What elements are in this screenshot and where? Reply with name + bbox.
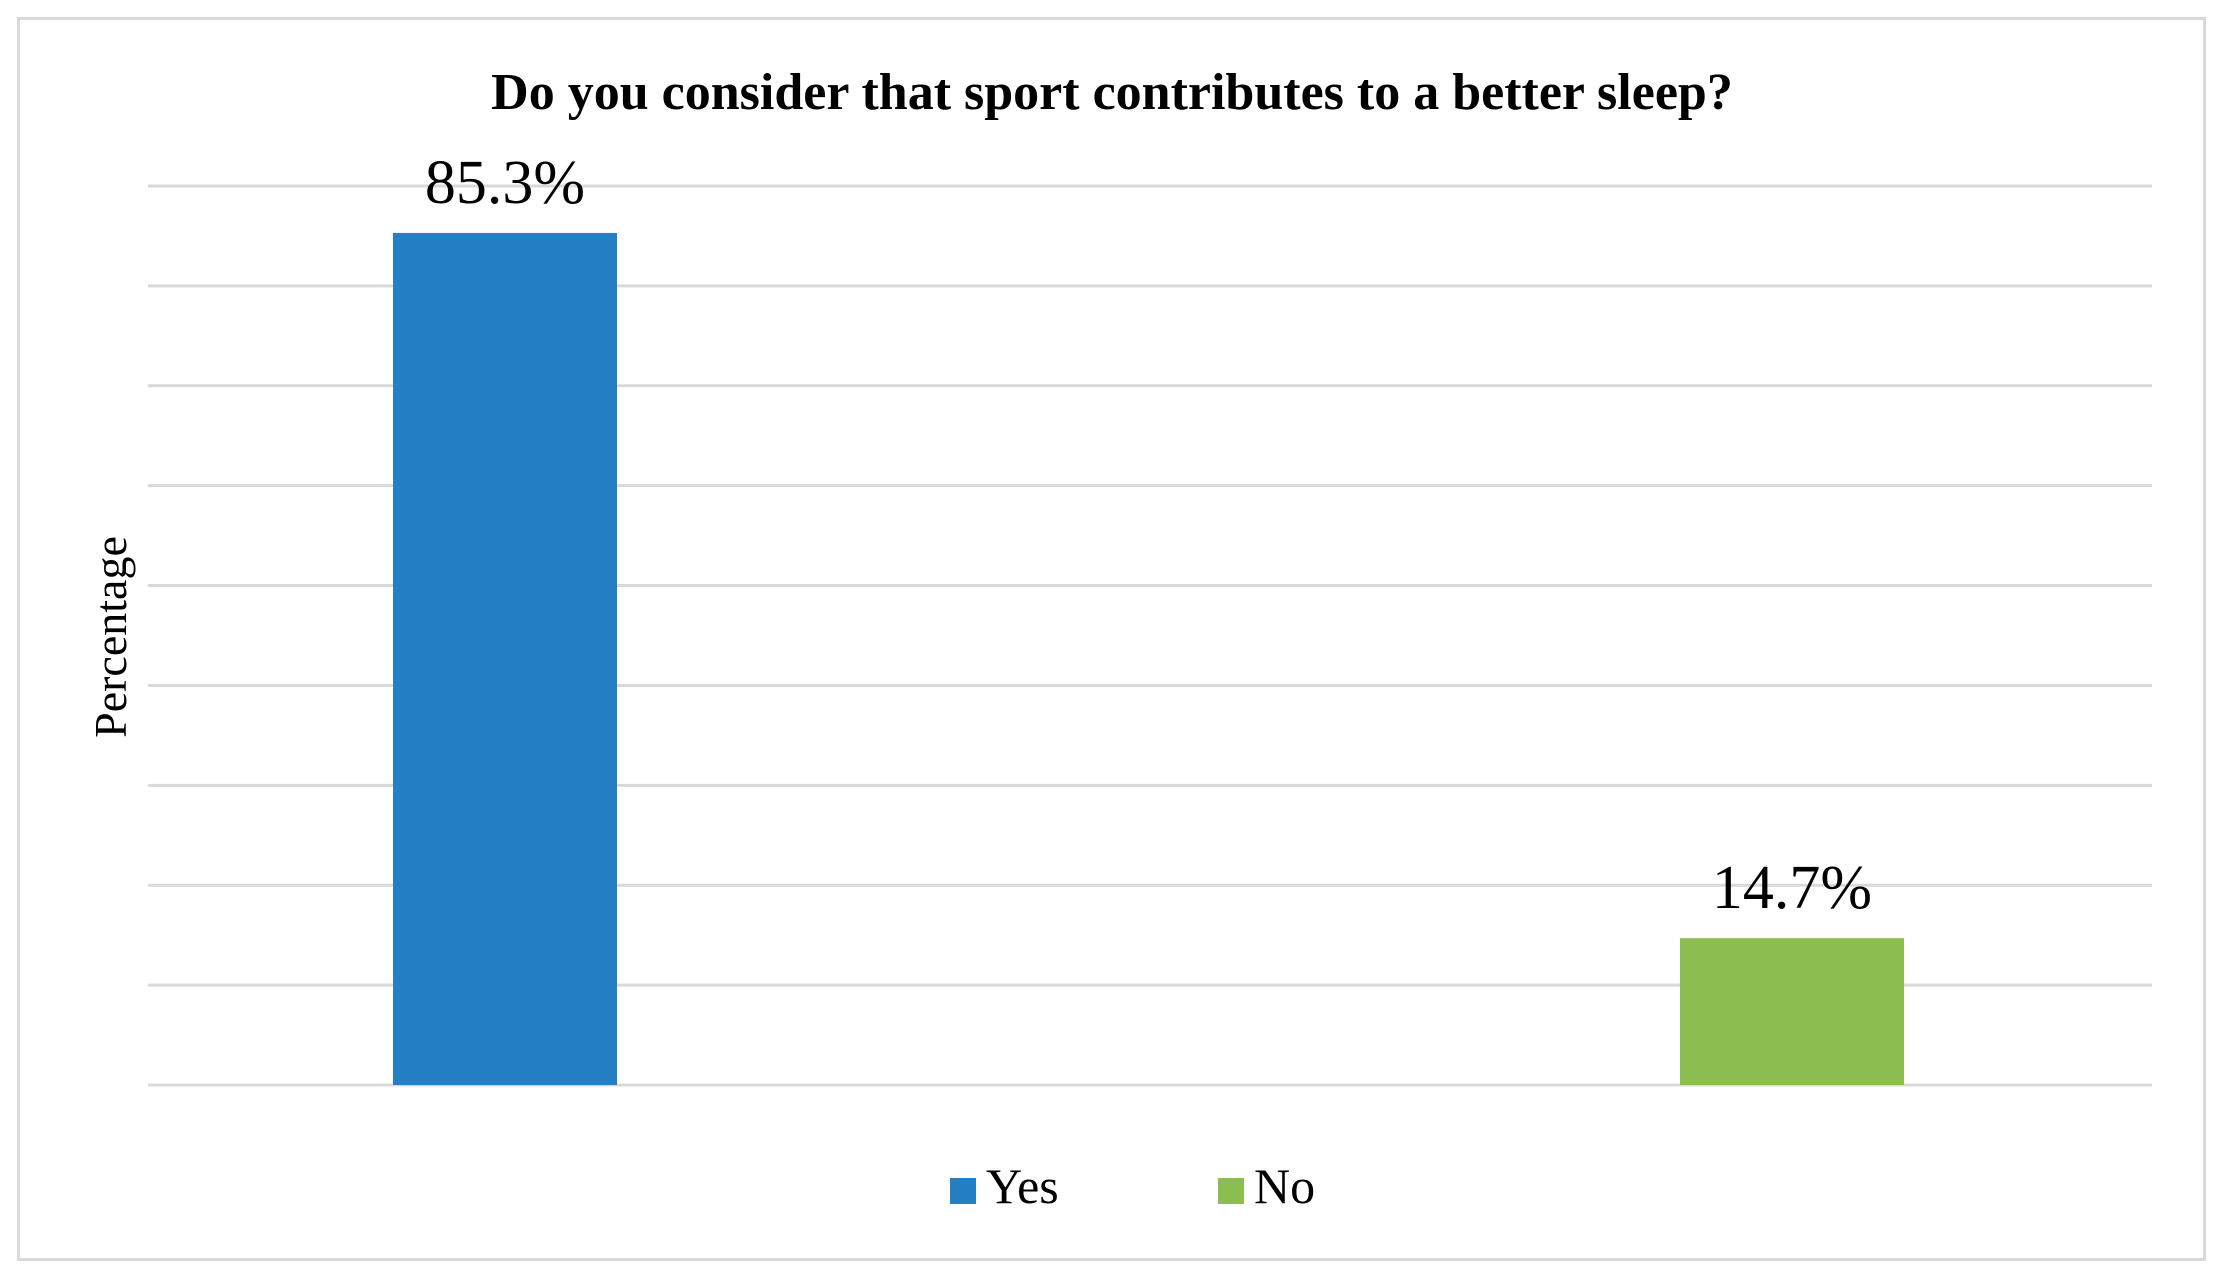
legend: Yes No <box>950 1158 1315 1214</box>
bar-yes <box>393 232 617 1086</box>
legend-label-yes: Yes <box>986 1158 1059 1214</box>
data-label-no: 14.7% <box>1712 854 1872 922</box>
bar-no <box>1680 938 1904 1085</box>
legend-swatch-yes <box>950 1178 976 1204</box>
chart-title: Do you consider that sport contributes t… <box>491 64 1733 121</box>
bars <box>393 232 1904 1086</box>
y-axis-label: Percentage <box>85 536 136 738</box>
data-labels: 85.3% 14.7% <box>425 149 1872 922</box>
legend-swatch-no <box>1218 1178 1244 1204</box>
data-label-yes: 85.3% <box>425 149 585 217</box>
legend-label-no: No <box>1254 1158 1315 1214</box>
